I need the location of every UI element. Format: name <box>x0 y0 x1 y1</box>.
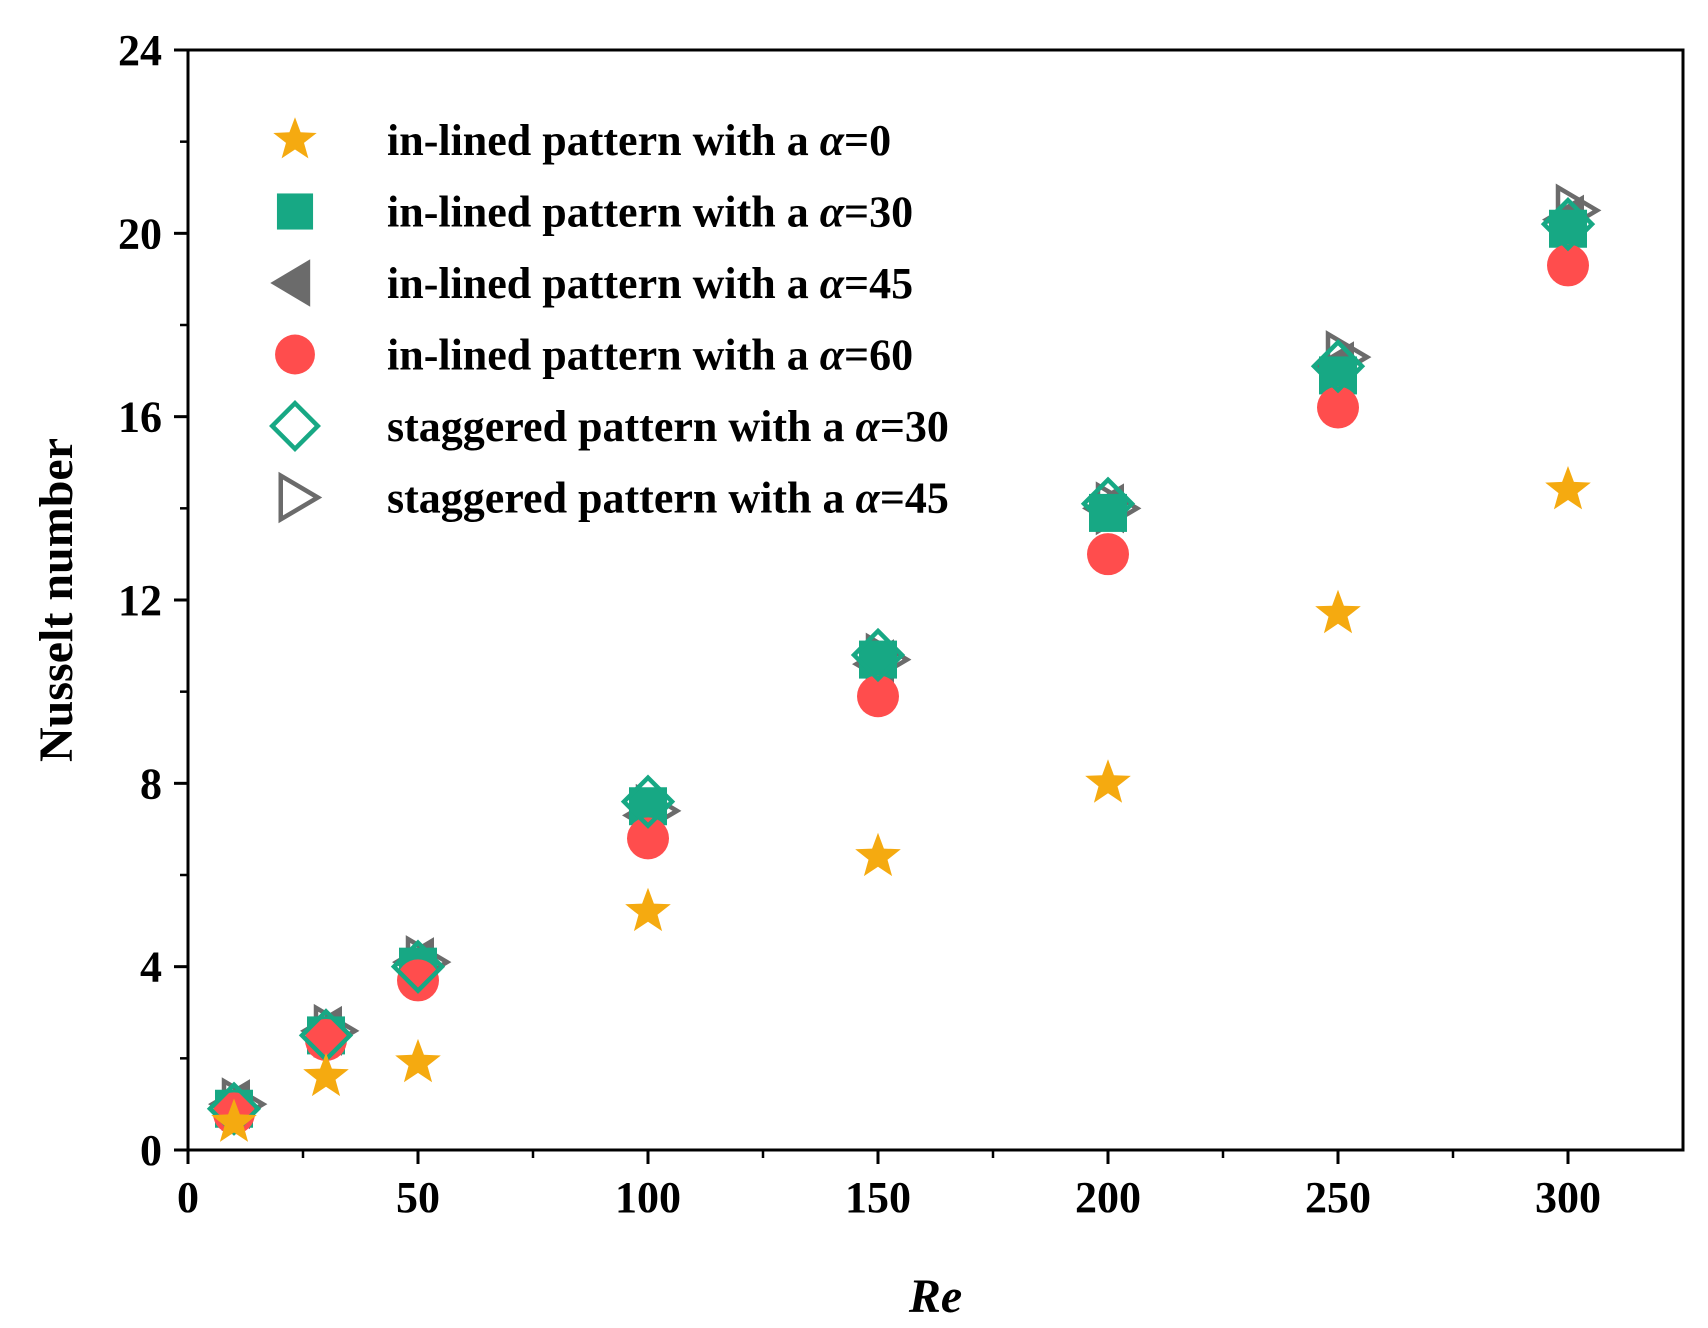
data-point <box>1547 244 1589 287</box>
legend-marker <box>275 334 315 375</box>
x-tick-label: 300 <box>1535 1173 1601 1222</box>
legend-item: in-lined pattern with a α=30 <box>276 188 913 237</box>
y-tick-label: 12 <box>118 576 162 625</box>
series-4 <box>206 196 1596 1136</box>
legend-item: staggered pattern with a α=45 <box>278 471 949 524</box>
data-point <box>625 887 671 932</box>
y-tick-label: 20 <box>118 209 162 258</box>
legend-label: in-lined pattern with a α=60 <box>387 331 913 380</box>
legend-label: in-lined pattern with a α=30 <box>387 188 913 237</box>
legend-item: in-lined pattern with a α=0 <box>273 116 891 165</box>
y-axis-title: Nusselt number <box>30 438 83 762</box>
data-point <box>1549 209 1587 248</box>
legend-marker <box>278 471 323 524</box>
data-point <box>1315 589 1361 634</box>
legend-label: staggered pattern with a α=30 <box>387 402 949 451</box>
legend-marker <box>269 400 321 452</box>
y-tick-label: 8 <box>140 759 162 808</box>
legend-label: in-lined pattern with a α=0 <box>387 116 891 165</box>
y-tick-label: 4 <box>140 943 162 992</box>
legend-marker <box>276 193 314 230</box>
data-point <box>627 817 669 860</box>
data-point <box>1080 476 1136 531</box>
data-point <box>620 774 676 829</box>
data-point <box>1317 386 1359 429</box>
data-point <box>1085 759 1131 803</box>
legend-item: in-lined pattern with a α=60 <box>275 331 913 380</box>
data-point <box>1310 339 1366 394</box>
x-axis: 0 50 100 150 200 250 300 <box>177 1150 1601 1222</box>
data-point <box>390 939 446 994</box>
data-point <box>1545 466 1591 510</box>
y-tick-label: 24 <box>118 26 162 75</box>
data-point <box>855 832 901 877</box>
data-point <box>859 640 897 679</box>
legend-item: in-lined pattern with a α=45 <box>270 259 913 308</box>
x-axis-title: Re <box>908 1270 962 1323</box>
legend-label: staggered pattern with a α=45 <box>387 474 949 523</box>
data-point <box>395 1038 441 1083</box>
data-point <box>206 1081 262 1136</box>
y-tick-label: 0 <box>140 1126 162 1175</box>
series-0 <box>211 466 1591 1142</box>
x-tick-label: 50 <box>396 1173 440 1222</box>
data-point <box>1087 533 1129 576</box>
data-point <box>211 1098 257 1142</box>
data-point <box>303 1052 349 1097</box>
legend-item: staggered pattern with a α=30 <box>269 400 949 452</box>
legend-marker <box>273 117 317 159</box>
x-tick-label: 0 <box>177 1173 199 1222</box>
x-tick-label: 150 <box>845 1173 911 1222</box>
legend-label: in-lined pattern with a α=45 <box>387 259 913 308</box>
data-point <box>1540 196 1596 252</box>
data-point <box>850 627 906 683</box>
y-axis: 0 4 8 12 16 20 24 <box>118 26 188 1175</box>
data-point <box>857 675 899 718</box>
data-points <box>206 183 1602 1142</box>
legend-marker <box>270 259 311 307</box>
x-tick-label: 250 <box>1305 1173 1371 1222</box>
y-tick-label: 16 <box>118 393 162 442</box>
data-point <box>397 959 439 1002</box>
x-tick-label: 200 <box>1075 1173 1141 1222</box>
x-tick-label: 100 <box>615 1173 681 1222</box>
legend: in-lined pattern with a α=0 in-lined patt… <box>269 116 949 524</box>
